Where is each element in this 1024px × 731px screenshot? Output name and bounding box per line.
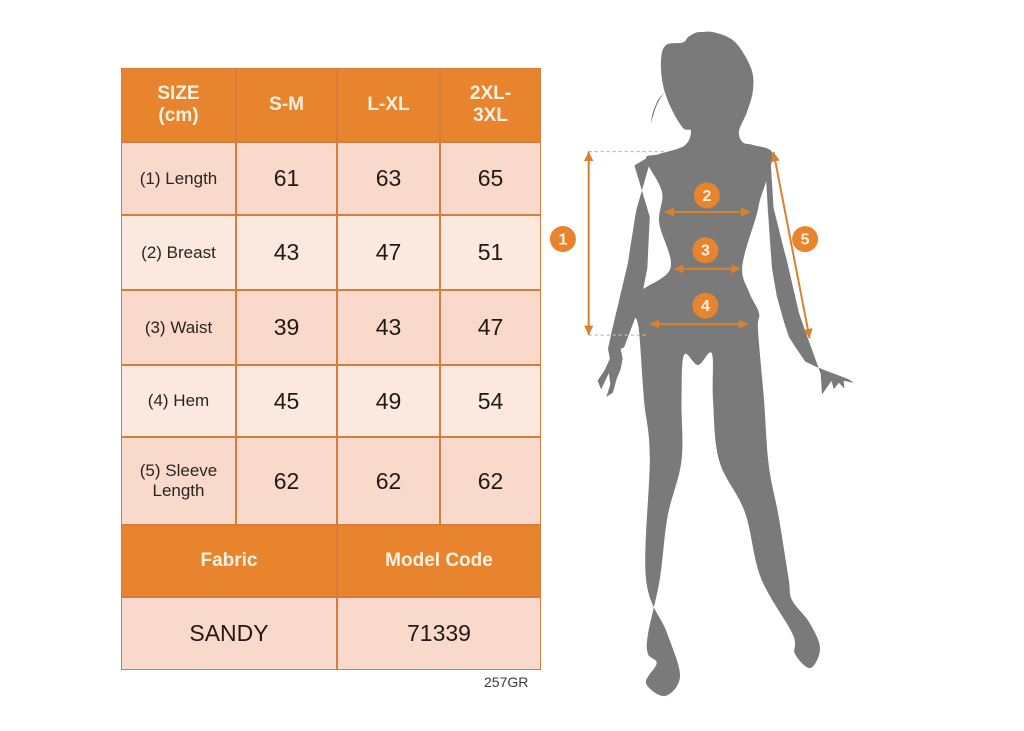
svg-text:5: 5 [801,231,810,248]
svg-text:2: 2 [702,188,711,205]
svg-text:3: 3 [701,243,710,260]
svg-text:1: 1 [558,231,567,248]
svg-text:4: 4 [701,298,710,315]
